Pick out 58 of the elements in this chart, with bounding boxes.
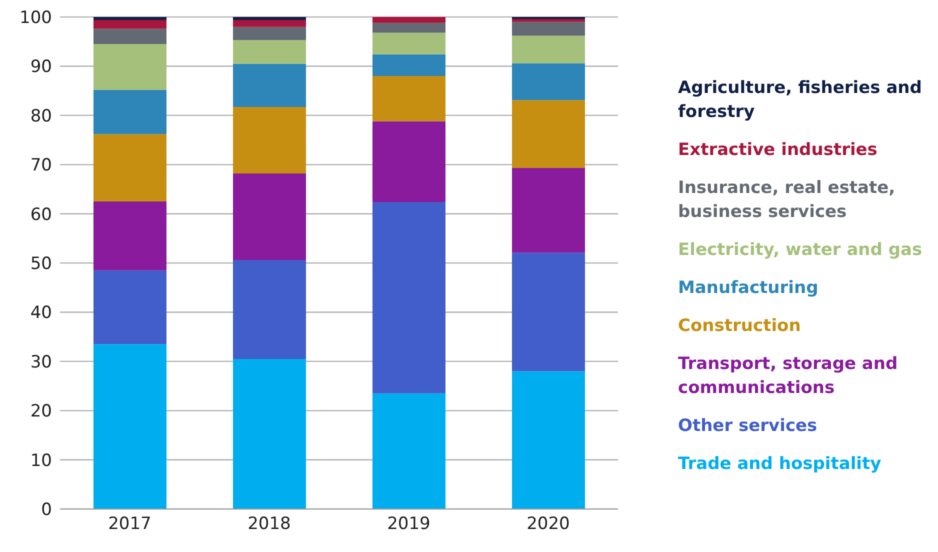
x-tick-label: 2018 bbox=[248, 514, 291, 534]
x-tick-label: 2019 bbox=[387, 514, 430, 534]
bar bbox=[232, 40, 306, 64]
bar bbox=[232, 358, 306, 509]
bar bbox=[512, 100, 585, 168]
bar bbox=[93, 20, 166, 29]
text: Electricity, water and gas bbox=[678, 239, 924, 262]
bar bbox=[232, 17, 306, 20]
x-tick-label: 2020 bbox=[526, 514, 570, 534]
bar bbox=[232, 107, 306, 174]
y-tick-label: 100 bbox=[20, 8, 52, 28]
y-tick-label: 90 bbox=[30, 57, 52, 78]
bar bbox=[93, 28, 166, 44]
bar bbox=[372, 202, 446, 394]
bar bbox=[93, 202, 166, 270]
text: Extractive industries bbox=[678, 139, 878, 162]
bar bbox=[372, 121, 446, 202]
bar bbox=[372, 54, 446, 76]
bar bbox=[372, 22, 446, 33]
bar bbox=[372, 76, 446, 122]
bar bbox=[512, 22, 585, 36]
bar bbox=[232, 64, 306, 108]
text: Construction bbox=[678, 315, 802, 338]
y-tick-label: 60 bbox=[30, 204, 52, 225]
bar bbox=[232, 260, 306, 359]
y-tick-label: 30 bbox=[30, 352, 52, 372]
bar bbox=[372, 17, 446, 23]
y-tick-label: 40 bbox=[30, 303, 52, 324]
bar bbox=[512, 371, 585, 509]
y-tick-label: 80 bbox=[30, 106, 52, 126]
bar bbox=[232, 26, 306, 40]
text: Manufacturing bbox=[678, 277, 820, 300]
text: Transport, storage and communications bbox=[678, 353, 899, 400]
bar bbox=[93, 90, 166, 134]
bar bbox=[93, 134, 166, 202]
y-tick-label: 20 bbox=[30, 402, 52, 422]
bar bbox=[93, 44, 166, 90]
bar bbox=[232, 173, 306, 260]
text: Other services bbox=[678, 415, 818, 438]
bar bbox=[232, 20, 306, 27]
text: Trade and hospitality bbox=[678, 453, 882, 476]
bar bbox=[512, 36, 585, 64]
text: Insurance, real estate, business services bbox=[678, 177, 896, 224]
bar bbox=[93, 344, 166, 509]
bar bbox=[93, 17, 166, 20]
y-tick-label: 50 bbox=[30, 254, 52, 274]
bar bbox=[372, 393, 446, 509]
y-tick-label: 70 bbox=[30, 156, 52, 176]
bar bbox=[512, 252, 585, 372]
bar bbox=[93, 270, 166, 344]
bar bbox=[512, 168, 585, 253]
bar bbox=[512, 63, 585, 100]
y-tick-label: 10 bbox=[30, 450, 52, 471]
bar bbox=[512, 18, 585, 22]
text: Agriculture, fisheries and forestry bbox=[678, 77, 923, 124]
y-tick-label: 0 bbox=[41, 500, 52, 520]
x-tick-label: 2017 bbox=[108, 514, 152, 534]
bar bbox=[372, 32, 446, 54]
